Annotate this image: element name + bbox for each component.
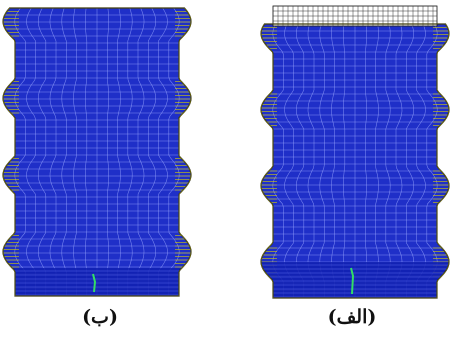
mesh-vline [416,24,426,297]
bellows-figure-b [0,0,200,300]
mesh-vline [148,8,157,296]
mesh-vline [117,8,121,296]
mesh-vline [107,8,109,296]
crack-mark [92,273,97,293]
figure-caption-a: (الف) [327,306,377,328]
mesh-vline [395,24,403,297]
mesh-vline [406,24,415,297]
bellows-mesh-b [2,7,192,297]
mesh-vline [14,8,26,296]
mesh-vline [85,8,88,296]
mesh-vline [385,24,391,297]
mesh-vline [343,24,346,297]
bellows-figure-a [258,0,456,300]
mesh-vline [375,24,379,297]
mesh-vline [319,24,325,297]
base-band [3,268,191,296]
mesh-vline [168,8,180,296]
mesh-vline [295,24,305,297]
mesh-vline [127,8,133,296]
bellows-mesh-a [260,5,450,299]
crack-mark [350,267,355,295]
top-grid [272,5,438,27]
mesh-vline [365,24,367,297]
base-band [261,262,449,298]
mesh-vline [284,24,294,297]
mesh-vline [331,24,335,297]
mesh-vline [61,8,67,296]
bellows-rim [2,7,192,297]
mesh-vline [73,8,77,296]
mesh-vline [37,8,47,296]
mesh-vline [307,24,315,297]
bellows-rim [260,23,450,299]
mesh-vline [26,8,36,296]
mesh-vline [158,8,168,296]
figure-caption-b: (ب) [82,306,118,328]
mesh-vline [49,8,57,296]
mesh-lines [3,8,191,296]
mesh-lines [261,24,449,298]
mesh-vline [137,8,145,296]
